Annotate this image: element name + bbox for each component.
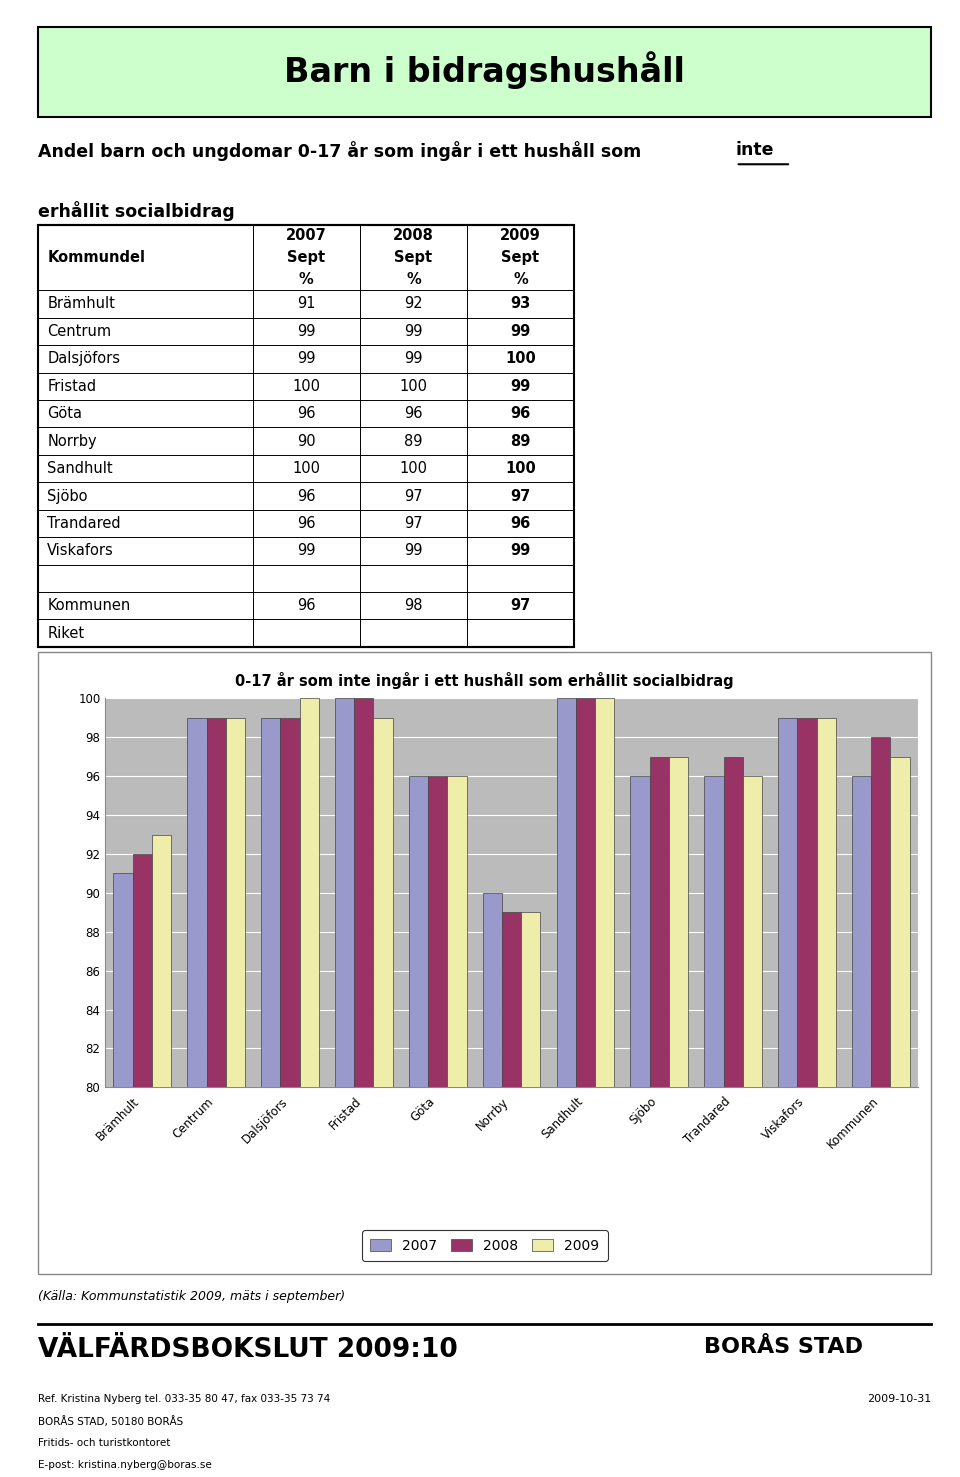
Text: inte: inte	[735, 140, 774, 160]
Text: Göta: Göta	[47, 406, 83, 421]
Text: 96: 96	[511, 406, 531, 421]
Text: 96: 96	[297, 598, 316, 613]
Legend: 2007, 2008, 2009: 2007, 2008, 2009	[362, 1230, 608, 1261]
Text: E-post: kristina.nyberg@boras.se: E-post: kristina.nyberg@boras.se	[38, 1459, 212, 1470]
Text: 97: 97	[404, 515, 422, 530]
Text: 100: 100	[505, 352, 536, 366]
Text: Riket: Riket	[47, 626, 84, 641]
Text: erhållit socialbidrag: erhållit socialbidrag	[38, 201, 235, 222]
Text: Sept: Sept	[501, 250, 540, 264]
Text: (Källa: Kommunstatistik 2009, mäts i september): (Källa: Kommunstatistik 2009, mäts i sep…	[38, 1291, 346, 1303]
Text: 99: 99	[511, 378, 531, 394]
Text: Centrum: Centrum	[47, 323, 111, 338]
Text: 89: 89	[511, 434, 531, 449]
Text: Ref. Kristina Nyberg tel. 033-35 80 47, fax 033-35 73 74: Ref. Kristina Nyberg tel. 033-35 80 47, …	[38, 1394, 330, 1405]
Text: Brämhult: Brämhult	[47, 297, 115, 312]
Text: 93: 93	[511, 297, 531, 312]
Text: %: %	[299, 272, 314, 287]
Text: 90: 90	[297, 434, 316, 449]
Text: 96: 96	[511, 515, 531, 530]
Text: Viskafors: Viskafors	[47, 544, 114, 558]
Text: Sept: Sept	[395, 250, 432, 264]
Text: 2008: 2008	[393, 229, 434, 244]
Text: BORÅS STAD: BORÅS STAD	[704, 1337, 862, 1357]
Text: 2007: 2007	[286, 229, 326, 244]
Text: 96: 96	[297, 515, 316, 530]
Text: 99: 99	[511, 323, 531, 338]
Text: 100: 100	[292, 378, 321, 394]
Text: Sept: Sept	[287, 250, 325, 264]
Text: 99: 99	[511, 544, 531, 558]
Text: 96: 96	[297, 489, 316, 504]
Text: 97: 97	[404, 489, 422, 504]
Text: 99: 99	[297, 544, 316, 558]
Text: Kommundel: Kommundel	[47, 250, 145, 264]
Text: BORÅS STAD, 50180 BORÅS: BORÅS STAD, 50180 BORÅS	[38, 1416, 183, 1427]
FancyBboxPatch shape	[38, 27, 931, 117]
Text: Dalsjöfors: Dalsjöfors	[47, 352, 120, 366]
Text: 99: 99	[404, 352, 422, 366]
Text: Andel barn och ungdomar 0-17 år som ingår i ett hushåll som: Andel barn och ungdomar 0-17 år som ingå…	[38, 140, 648, 161]
FancyBboxPatch shape	[38, 651, 931, 1275]
Text: Fritids- och turistkontoret: Fritids- och turistkontoret	[38, 1439, 171, 1447]
Text: Norrby: Norrby	[47, 434, 97, 449]
Text: Barn i bidragshushåll: Barn i bidragshushåll	[284, 52, 685, 89]
Text: 89: 89	[404, 434, 422, 449]
Text: VÄLFÄRDSBOKSLUT 2009:10: VÄLFÄRDSBOKSLUT 2009:10	[38, 1337, 458, 1363]
Text: 99: 99	[404, 544, 422, 558]
Text: 97: 97	[511, 489, 531, 504]
Text: Sandhult: Sandhult	[47, 461, 113, 476]
Text: Kommunen: Kommunen	[47, 598, 131, 613]
Text: 2009-10-31: 2009-10-31	[867, 1394, 931, 1405]
Text: 97: 97	[511, 598, 531, 613]
Text: 91: 91	[297, 297, 316, 312]
Text: 92: 92	[404, 297, 422, 312]
Text: 2009: 2009	[500, 229, 540, 244]
Text: 100: 100	[505, 461, 536, 476]
Text: 100: 100	[292, 461, 321, 476]
Text: %: %	[514, 272, 528, 287]
Text: Fristad: Fristad	[47, 378, 96, 394]
Text: 99: 99	[297, 323, 316, 338]
Text: 100: 100	[399, 461, 427, 476]
Text: 100: 100	[399, 378, 427, 394]
Text: Trandared: Trandared	[47, 515, 121, 530]
Text: 98: 98	[404, 598, 422, 613]
Text: Sjöbo: Sjöbo	[47, 489, 87, 504]
Text: %: %	[406, 272, 420, 287]
Text: 96: 96	[297, 406, 316, 421]
Text: 99: 99	[297, 352, 316, 366]
Text: 0-17 år som inte ingår i ett hushåll som erhållit socialbidrag: 0-17 år som inte ingår i ett hushåll som…	[235, 672, 734, 688]
Text: 99: 99	[404, 323, 422, 338]
Text: 96: 96	[404, 406, 422, 421]
